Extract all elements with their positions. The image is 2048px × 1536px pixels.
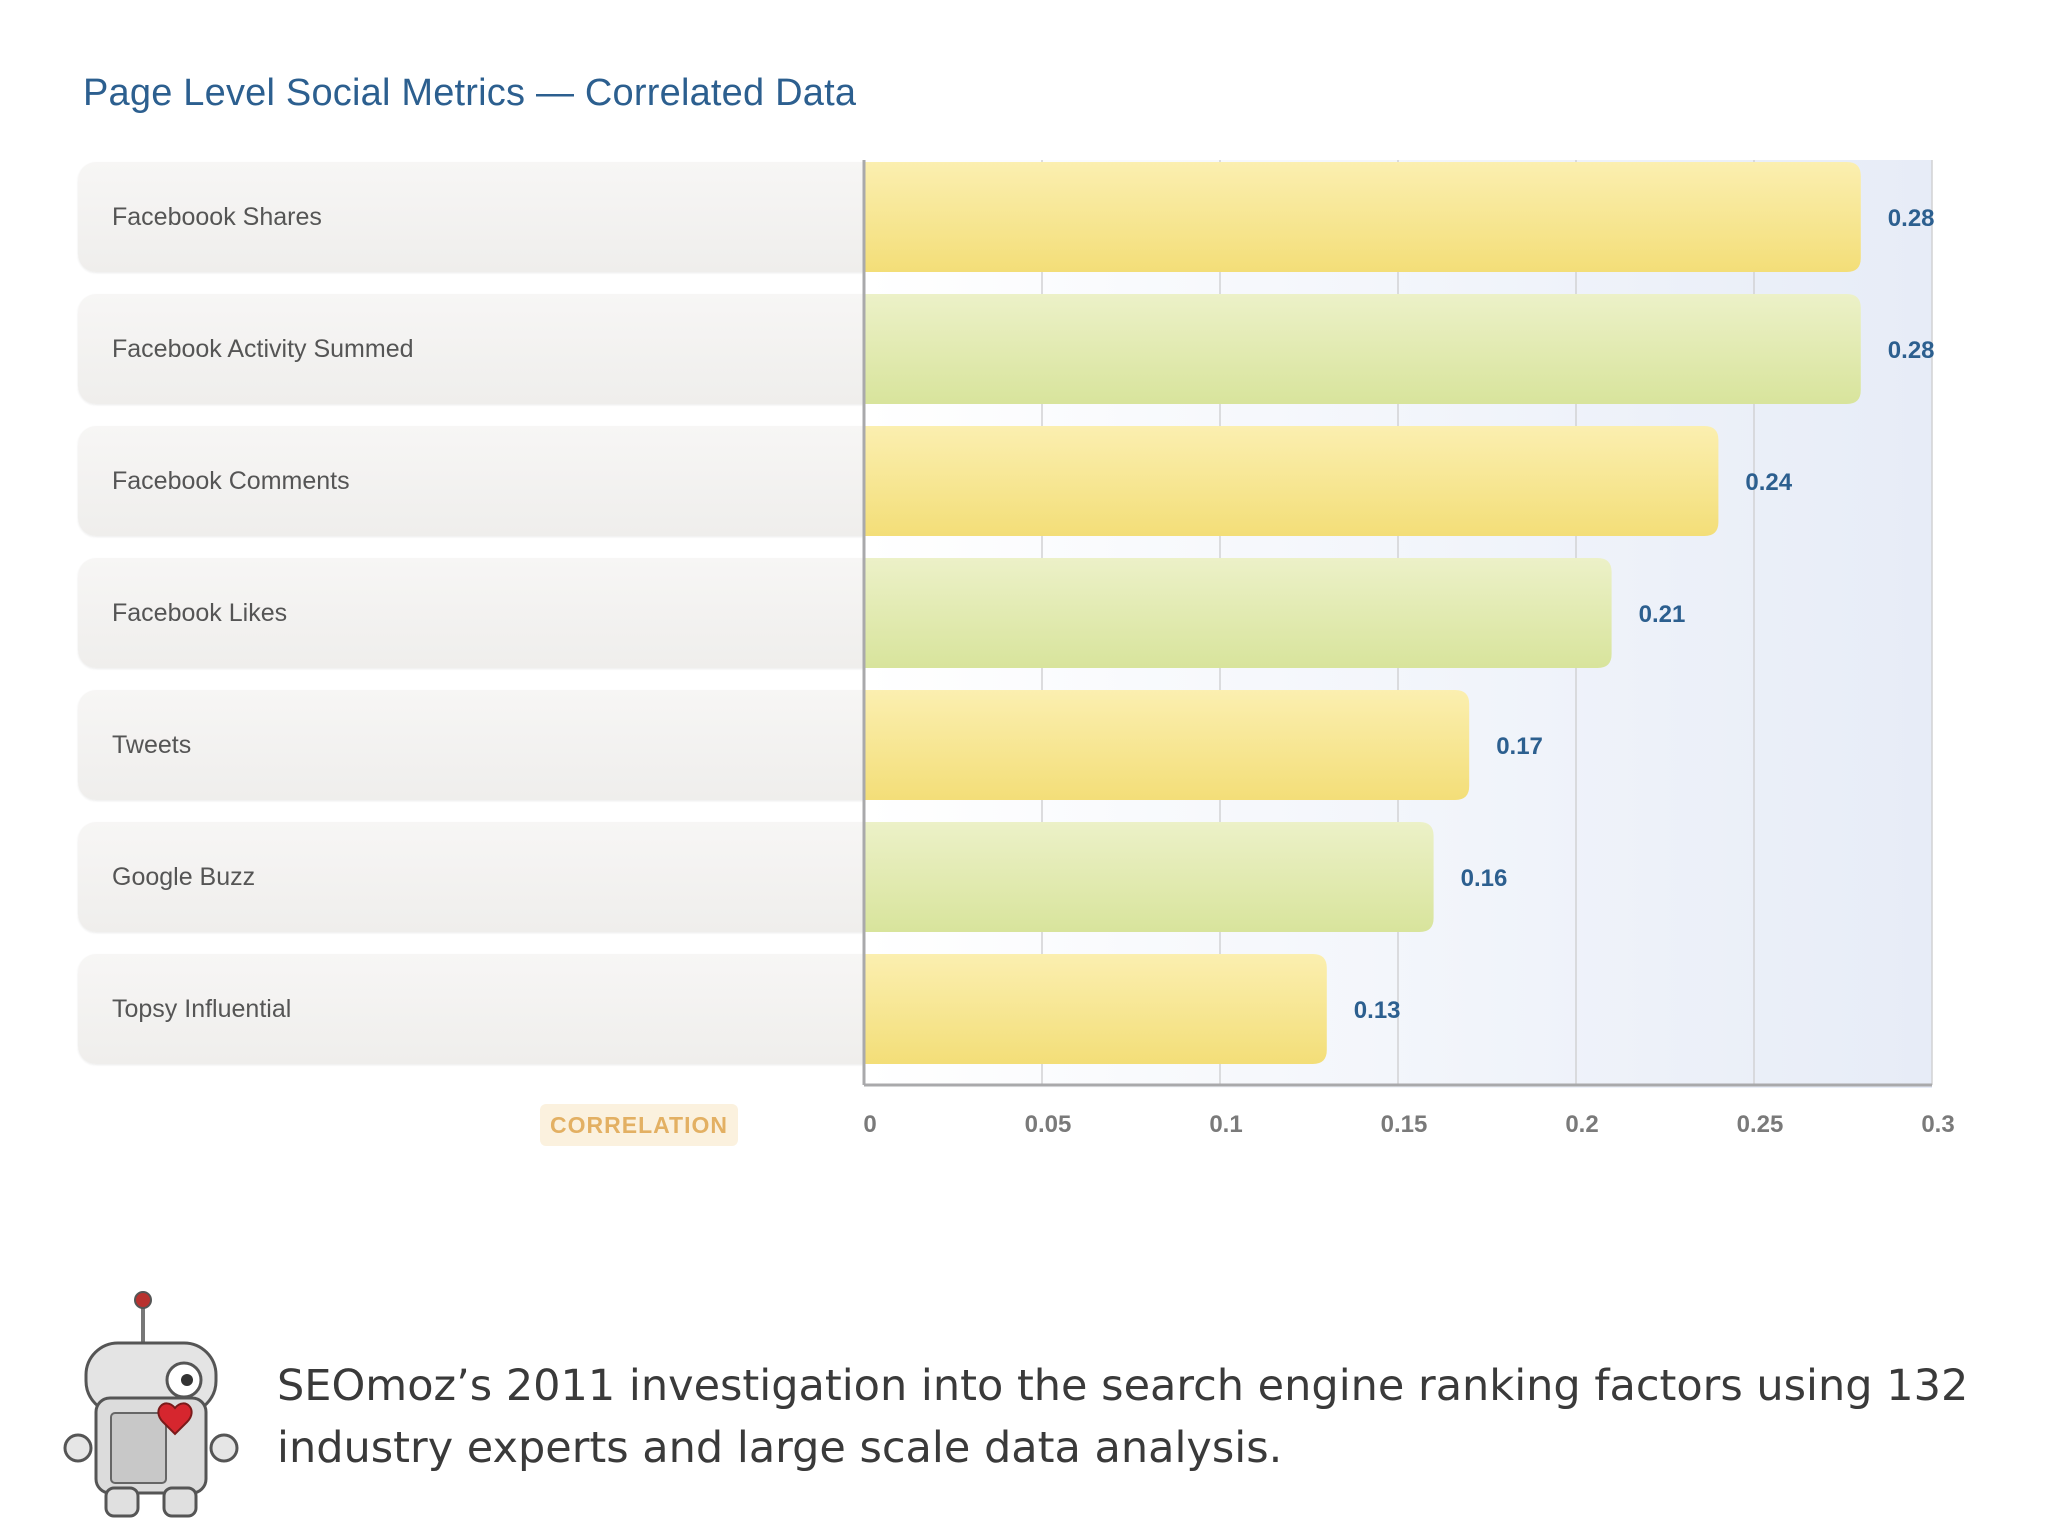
value-label: 0.24 xyxy=(1745,469,1792,496)
bar xyxy=(864,426,1719,536)
value-label: 0.28 xyxy=(1888,205,1935,232)
x-tick-label: 0 xyxy=(863,1111,876,1138)
x-tick-label: 0.1 xyxy=(1209,1111,1242,1138)
x-axis-label: CORRELATION xyxy=(540,1104,738,1146)
category-label: Topsy Influential xyxy=(78,954,864,1064)
value-label: 0.16 xyxy=(1461,865,1508,892)
bar xyxy=(864,162,1861,272)
bar xyxy=(864,558,1612,668)
category-label: Facebook Likes xyxy=(78,558,864,668)
bar xyxy=(864,294,1861,404)
robot-mascot-icon xyxy=(56,1288,246,1533)
value-label: 0.21 xyxy=(1639,601,1686,628)
chart-title: Page Level Social Metrics — Correlated D… xyxy=(83,72,857,114)
value-label: 0.13 xyxy=(1354,997,1401,1024)
footer-caption: SEOmoz’s 2011 investigation into the sea… xyxy=(277,1361,1969,1473)
value-label: 0.28 xyxy=(1888,337,1935,364)
category-label: Google Buzz xyxy=(78,822,864,932)
x-tick-label: 0.05 xyxy=(1025,1111,1072,1138)
category-label: Tweets xyxy=(78,690,864,800)
bar xyxy=(864,690,1470,800)
x-tick-label: 0.2 xyxy=(1565,1111,1598,1138)
category-label: Facebook Activity Summed xyxy=(78,294,864,404)
bar xyxy=(864,822,1434,932)
bar xyxy=(864,954,1327,1064)
bar-chart: 0.28 0.28 0.24 0.21 0.17 0.16 0.13 0 0.05 0.1 0.1… xyxy=(862,160,1955,1138)
category-label: Facebook Comments xyxy=(78,426,864,536)
x-tick-label: 0.15 xyxy=(1381,1111,1428,1138)
x-tick-label: 0.25 xyxy=(1737,1111,1784,1138)
x-tick-label: 0.3 xyxy=(1921,1111,1954,1138)
category-label: Faceboook Shares xyxy=(78,162,864,272)
value-label: 0.17 xyxy=(1496,733,1543,760)
